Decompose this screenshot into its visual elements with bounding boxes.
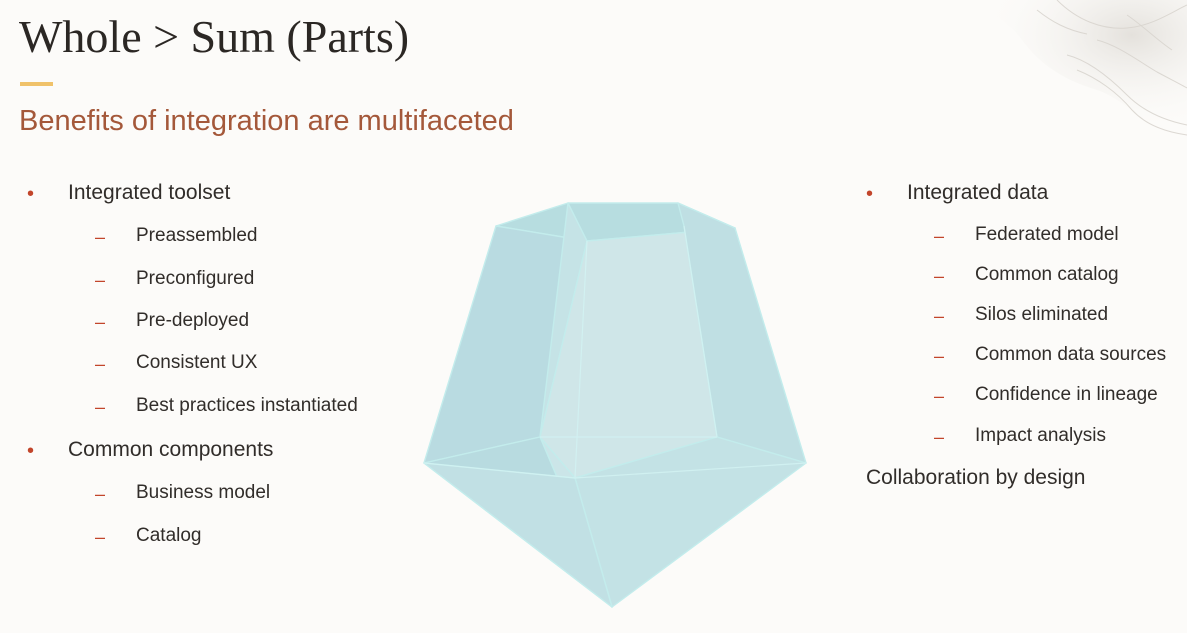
bullet-marker: • bbox=[27, 183, 35, 205]
dash-marker: – bbox=[934, 346, 945, 366]
sub-item-confidence-in-lineage: Confidence in lineage bbox=[975, 384, 1158, 405]
dash-marker: – bbox=[95, 227, 106, 247]
dash-marker: – bbox=[95, 397, 106, 417]
sub-item-impact-analysis: Impact analysis bbox=[975, 425, 1106, 446]
dash-marker: – bbox=[934, 266, 945, 286]
sub-item-silos-eliminated: Silos eliminated bbox=[975, 304, 1109, 325]
list-item-integrated-toolset: Integrated toolset bbox=[68, 181, 231, 204]
dash-marker: – bbox=[95, 312, 106, 332]
slide-subtitle: Benefits of integration are multifaceted bbox=[19, 105, 514, 137]
list-item-collaboration-by-design: Collaboration by design bbox=[866, 466, 1086, 489]
list-item-integrated-data: Integrated data bbox=[907, 181, 1049, 204]
sub-item-business-model: Business model bbox=[136, 482, 271, 503]
list-item-common-components: Common components bbox=[68, 438, 274, 461]
dash-marker: – bbox=[95, 270, 106, 290]
dash-marker: – bbox=[95, 527, 106, 547]
sub-item-preconfigured: Preconfigured bbox=[136, 268, 255, 289]
sub-item-federated-model: Federated model bbox=[975, 224, 1119, 245]
sub-item-consistent-ux: Consistent UX bbox=[136, 352, 258, 373]
sub-item-catalog: Catalog bbox=[136, 525, 202, 546]
sub-item-common-data-sources: Common data sources bbox=[975, 344, 1167, 365]
dash-marker: – bbox=[934, 226, 945, 246]
slide-title: Whole > Sum (Parts) bbox=[19, 11, 410, 62]
sub-item-best-practices: Best practices instantiated bbox=[136, 395, 358, 416]
dash-marker: – bbox=[934, 306, 945, 326]
gem-illustration bbox=[423, 202, 807, 608]
sub-item-pre-deployed: Pre-deployed bbox=[136, 310, 250, 331]
title-accent-bar bbox=[20, 82, 53, 86]
sub-item-preassembled: Preassembled bbox=[136, 225, 258, 246]
bullet-marker: • bbox=[866, 183, 874, 205]
dash-marker: – bbox=[95, 354, 106, 374]
dash-marker: – bbox=[934, 386, 945, 406]
bullet-marker: • bbox=[27, 440, 35, 462]
dash-marker: – bbox=[95, 484, 106, 504]
decorative-texture bbox=[967, 0, 1187, 140]
dash-marker: – bbox=[934, 427, 945, 447]
sub-item-common-catalog: Common catalog bbox=[975, 264, 1119, 285]
